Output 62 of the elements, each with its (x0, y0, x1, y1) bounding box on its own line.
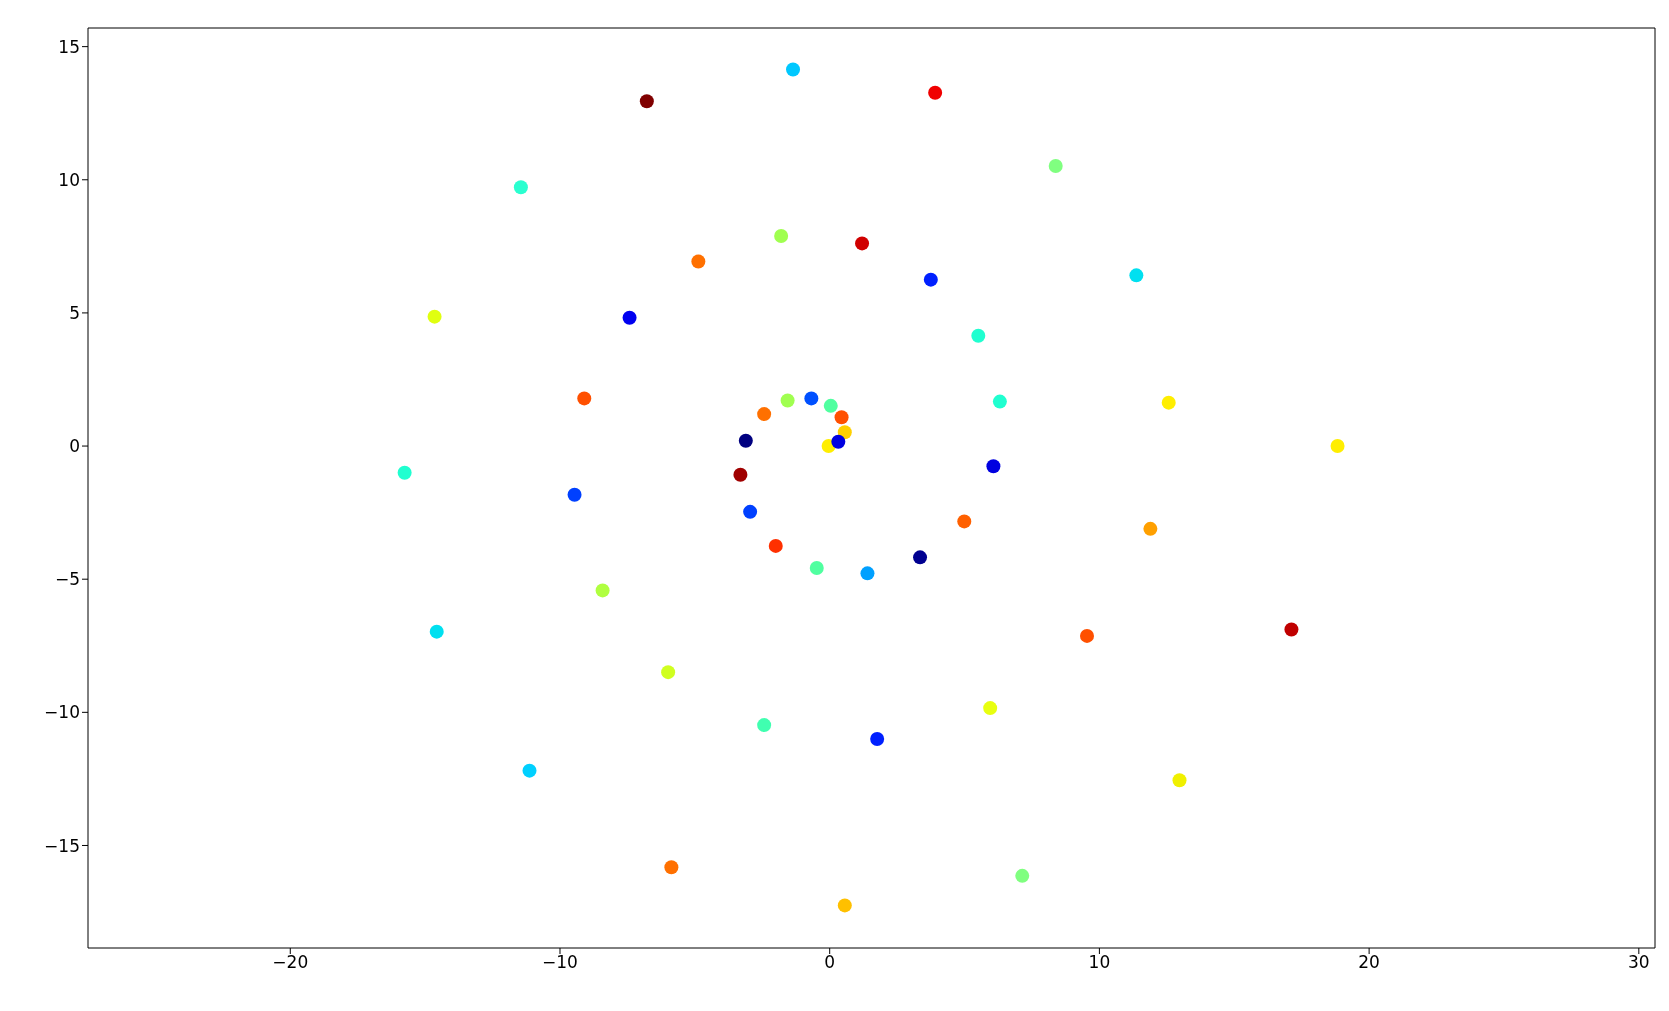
point (757, 718, 772, 733)
y-tick-label: 10 (58, 169, 80, 190)
point (757, 407, 772, 422)
x-tick-label: 0 (824, 952, 836, 973)
y-tick-label: −5 (54, 569, 80, 590)
point (1048, 158, 1063, 173)
point (768, 538, 783, 553)
x-tick-label: 10 (1088, 952, 1111, 973)
point (823, 398, 838, 413)
point (743, 504, 758, 519)
point (992, 394, 1007, 409)
y-tick-label: −10 (44, 702, 80, 723)
point (577, 391, 592, 406)
point (971, 328, 986, 343)
x-tick-label: 30 (1628, 952, 1650, 973)
x-tick-label: −20 (272, 952, 309, 973)
point (397, 465, 412, 480)
point (855, 236, 870, 251)
point (923, 272, 938, 287)
point (691, 254, 706, 269)
point (1015, 868, 1030, 883)
y-tick-label: 15 (58, 36, 80, 57)
point (809, 561, 824, 576)
point (1080, 628, 1094, 643)
point (664, 860, 679, 875)
point (622, 310, 637, 325)
point (957, 514, 972, 529)
point (837, 425, 852, 440)
point (1161, 395, 1176, 410)
point (786, 62, 801, 77)
point (738, 433, 753, 448)
point (661, 665, 676, 680)
point (928, 85, 943, 100)
point (522, 763, 537, 778)
point (804, 391, 819, 406)
point (427, 309, 442, 324)
point (780, 393, 795, 408)
point (834, 410, 849, 425)
point (986, 459, 1001, 474)
point (870, 731, 885, 746)
y-tick-label: 0 (69, 436, 80, 457)
point (913, 550, 928, 565)
point (1330, 439, 1345, 454)
point (1284, 622, 1299, 637)
point (1129, 268, 1144, 283)
point (733, 467, 748, 482)
x-tick-label: −10 (542, 952, 578, 973)
point (429, 624, 444, 639)
point (513, 180, 528, 195)
point (831, 434, 846, 449)
point (774, 228, 789, 243)
point (983, 701, 998, 716)
x-tick-label: 20 (1358, 952, 1380, 973)
y-tick-label: −15 (44, 835, 80, 856)
point (639, 94, 654, 109)
point (860, 566, 875, 581)
point (567, 487, 582, 502)
point (1172, 773, 1187, 788)
point (595, 583, 610, 598)
point (1143, 521, 1158, 536)
point (837, 898, 852, 913)
y-tick-label: 5 (69, 302, 80, 323)
